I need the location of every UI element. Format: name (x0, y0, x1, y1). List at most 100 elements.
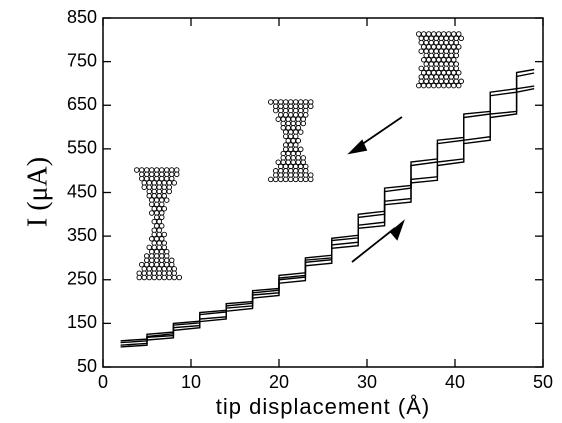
atom (308, 103, 314, 110)
data-line (120, 85, 535, 346)
atom (161, 193, 167, 199)
atom (148, 201, 155, 208)
atom (453, 65, 460, 72)
atom (436, 57, 442, 63)
atom (173, 171, 180, 178)
atom (293, 176, 299, 183)
atom (133, 167, 140, 173)
atom (458, 35, 465, 42)
atom (451, 82, 457, 89)
atom (446, 82, 452, 89)
atom (275, 159, 282, 165)
atom (273, 107, 279, 114)
y-tick-label: 750 (67, 50, 97, 70)
atom (426, 82, 432, 89)
atom (448, 52, 455, 59)
atom (421, 31, 427, 37)
atom (436, 44, 442, 50)
atom (438, 52, 445, 59)
atom (453, 78, 460, 85)
atom (303, 176, 309, 183)
atom (438, 65, 445, 72)
x-tick-label: 40 (445, 372, 465, 392)
atom (431, 57, 437, 63)
atom (161, 231, 167, 238)
atom (458, 78, 465, 85)
atom (433, 78, 440, 85)
atom (423, 39, 430, 46)
atom (443, 78, 450, 85)
atom (428, 78, 435, 85)
x-tick-label: 50 (533, 372, 553, 392)
atom (433, 39, 440, 46)
atom (308, 176, 314, 183)
atom (421, 57, 427, 63)
atom (441, 44, 447, 50)
atom (146, 193, 152, 199)
atom (161, 205, 167, 212)
atom (280, 125, 287, 131)
atom (421, 69, 427, 76)
atom (300, 120, 307, 127)
arrows (347, 116, 405, 263)
atom (431, 44, 437, 50)
arrow (351, 227, 396, 263)
atom (428, 52, 435, 59)
y-tick-label: 850 (67, 7, 97, 27)
atom (285, 137, 292, 144)
atom (168, 261, 175, 268)
atom (448, 78, 455, 85)
atom (438, 39, 445, 46)
y-tick-label: 250 (67, 269, 97, 289)
atom (421, 82, 427, 89)
atom (146, 274, 152, 281)
atom (298, 176, 304, 183)
atom (416, 82, 422, 89)
x-tick-label: 20 (269, 372, 289, 392)
atom (156, 193, 162, 199)
atom (426, 69, 432, 76)
atom (146, 244, 152, 251)
atom (456, 31, 462, 37)
atom (431, 69, 437, 76)
atom (275, 116, 282, 122)
atom (431, 82, 437, 89)
atom (441, 31, 447, 37)
x-tick-label: 10 (181, 372, 201, 392)
atom (151, 231, 157, 238)
atom (426, 44, 432, 50)
atom (416, 31, 422, 37)
atom (290, 159, 297, 165)
atom (295, 137, 302, 144)
atom (293, 146, 299, 153)
atom (156, 205, 162, 212)
atom (303, 112, 309, 118)
atom (158, 214, 165, 221)
arrow-head (347, 139, 368, 155)
atom (448, 65, 455, 72)
atom (436, 69, 442, 76)
atom (166, 188, 172, 195)
x-axis-label: tip displacement (Å) (216, 394, 430, 419)
atom (283, 133, 289, 140)
atom (438, 78, 445, 85)
atom (285, 159, 292, 165)
atom (153, 201, 160, 208)
atom (421, 44, 427, 50)
atom (418, 39, 425, 46)
atom (268, 176, 274, 183)
atom (451, 31, 457, 37)
atom (171, 274, 177, 281)
atomic-clusters (133, 31, 465, 281)
atom (151, 218, 157, 225)
atom (293, 133, 299, 140)
atom (288, 133, 294, 140)
atom (163, 175, 170, 182)
atom (423, 78, 430, 85)
atom (426, 57, 432, 63)
atom (153, 214, 160, 221)
atom (153, 223, 160, 229)
atom (446, 44, 452, 50)
atom (456, 69, 462, 76)
